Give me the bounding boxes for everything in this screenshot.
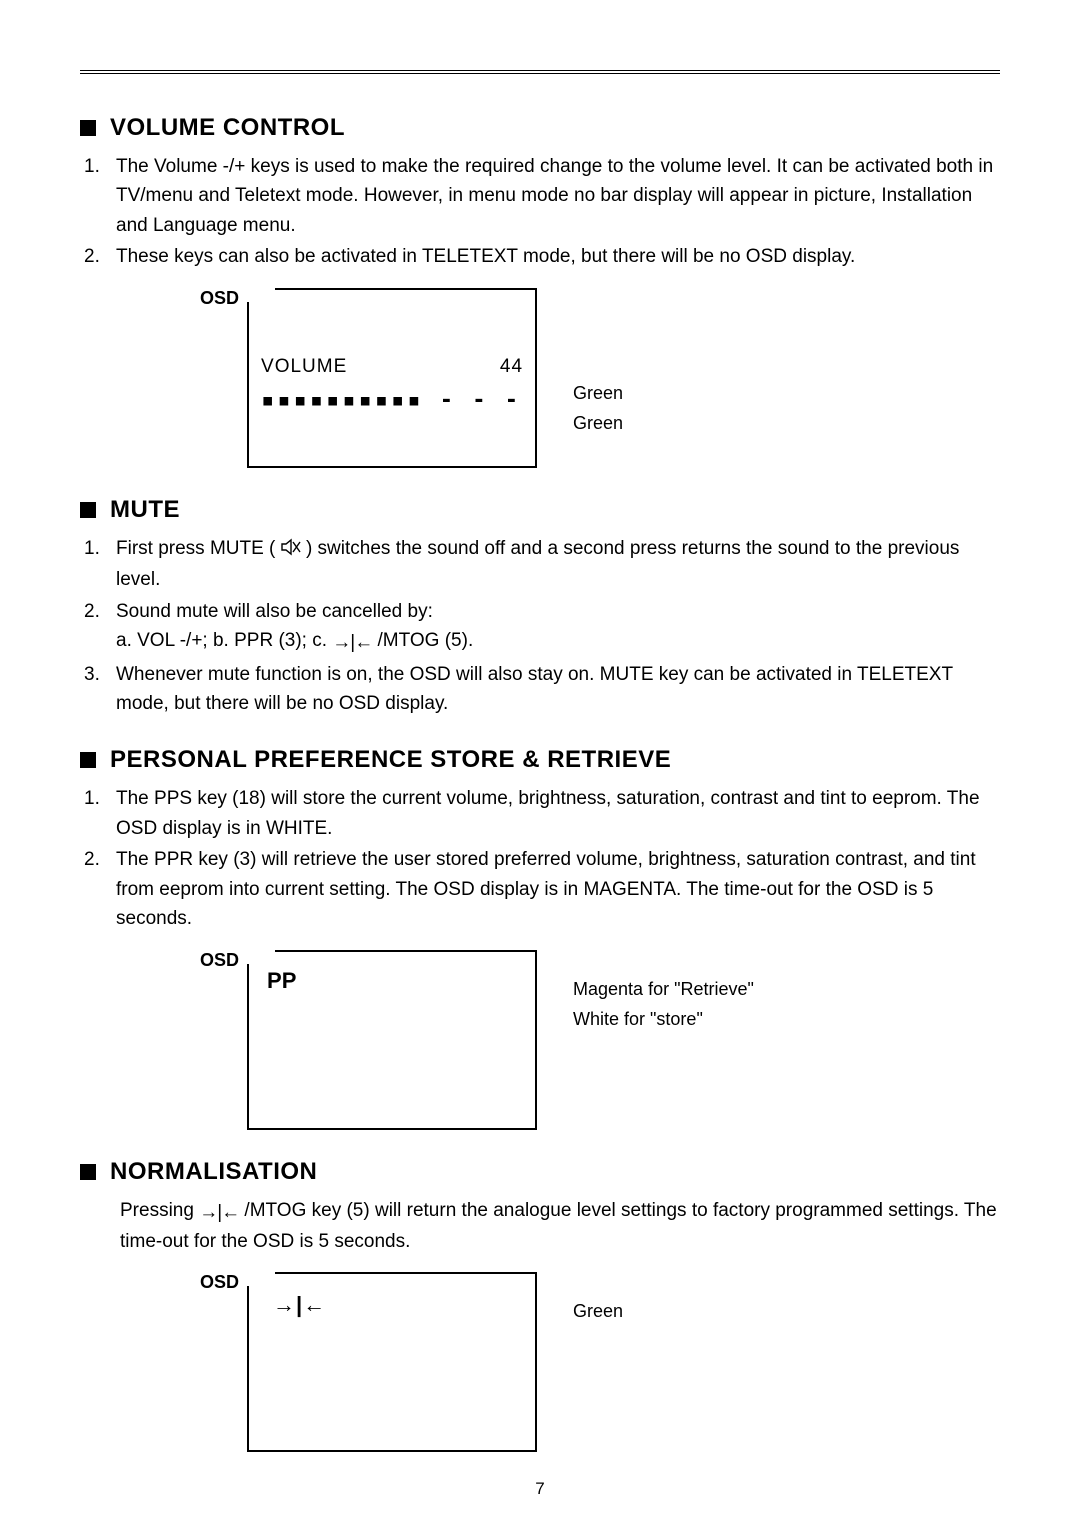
square-bullet-icon (80, 752, 96, 768)
osd-figure-pps: OSD PP Magenta for "Retrieve" White for … (200, 950, 1000, 1130)
text-frag: /MTOG key (5) will return the analogue l… (120, 1200, 997, 1252)
osd-row: VOLUME 44 (249, 356, 535, 378)
list-item: 1. The PPS key (18) will store the curre… (80, 784, 1000, 843)
section-volume: VOLUME CONTROL 1. The Volume -/+ keys is… (80, 114, 1000, 468)
osd-box: PP (247, 950, 537, 1130)
section-title: VOLUME CONTROL (110, 114, 345, 142)
list-text: The PPR key (3) will retrieve the user s… (116, 845, 1000, 933)
section-title: MUTE (110, 496, 180, 524)
osd-label: OSD (200, 950, 239, 971)
text-subline: a. VOL -/+; b. PPR (3); c. →|← /MTOG (5)… (116, 630, 473, 651)
section-heading: NORMALISATION (80, 1158, 1000, 1186)
square-bullet-icon (80, 1164, 96, 1180)
list-item: 1. The Volume -/+ keys is used to make t… (80, 152, 1000, 240)
list-number: 1. (80, 784, 116, 843)
box-notch (247, 288, 275, 302)
osd-volume-text: VOLUME (261, 356, 347, 378)
ordered-list: 1. First press MUTE ( ) switches the sou… (80, 534, 1000, 719)
osd-note: Green (573, 408, 623, 439)
osd-side-notes: Green Green (573, 378, 623, 439)
list-number: 2. (80, 845, 116, 933)
box-notch (247, 1272, 275, 1286)
list-text: Sound mute will also be cancelled by: a.… (116, 597, 1000, 658)
list-number: 1. (80, 152, 116, 240)
list-item: 2. These keys can also be activated in T… (80, 242, 1000, 271)
list-item: 1. First press MUTE ( ) switches the sou… (80, 534, 1000, 595)
section-heading: MUTE (80, 496, 1000, 524)
osd-box: →|← (247, 1272, 537, 1452)
text-line: Sound mute will also be cancelled by: (116, 601, 433, 622)
osd-volume-value: 44 (500, 356, 523, 378)
list-text: The Volume -/+ keys is used to make the … (116, 152, 1000, 240)
list-number: 2. (80, 597, 116, 658)
text-frag: Pressing (120, 1200, 199, 1221)
osd-side-notes: Magenta for "Retrieve" White for "store" (573, 974, 754, 1035)
ordered-list: 1. The Volume -/+ keys is used to make t… (80, 152, 1000, 272)
square-bullet-icon (80, 502, 96, 518)
osd-label: OSD (200, 1272, 239, 1293)
osd-norm-symbol: →|← (273, 1292, 535, 1318)
section-mute: MUTE 1. First press MUTE ( ) switches th… (80, 496, 1000, 719)
text-frag: a. VOL -/+; b. PPR (3); c. (116, 630, 332, 651)
list-item: 2. The PPR key (3) will retrieve the use… (80, 845, 1000, 933)
text-frag: First press MUTE ( (116, 538, 281, 559)
text-frag: /MTOG (5). (372, 630, 473, 651)
section-heading: VOLUME CONTROL (80, 114, 1000, 142)
osd-note: Green (573, 1296, 623, 1327)
list-text: These keys can also be activated in TELE… (116, 242, 1000, 271)
box-notch (247, 950, 275, 964)
list-text: The PPS key (18) will store the current … (116, 784, 1000, 843)
section-pps: PERSONAL PREFERENCE STORE & RETRIEVE 1. … (80, 746, 1000, 1129)
list-item: 2. Sound mute will also be cancelled by:… (80, 597, 1000, 658)
list-text: First press MUTE ( ) switches the sound … (116, 534, 1000, 595)
osd-label: OSD (200, 288, 239, 309)
section-title: PERSONAL PREFERENCE STORE & RETRIEVE (110, 746, 671, 774)
arrows-icon: →|← (199, 1198, 239, 1227)
list-number: 2. (80, 242, 116, 271)
list-number: 3. (80, 660, 116, 719)
osd-figure-volume: OSD VOLUME 44 ▪▪▪▪▪▪▪▪▪▪ - - - Green Gre… (200, 288, 1000, 468)
top-rule (80, 70, 1000, 74)
osd-side-notes: Green (573, 1296, 623, 1327)
osd-box: VOLUME 44 ▪▪▪▪▪▪▪▪▪▪ - - - (247, 288, 537, 468)
osd-note: Magenta for "Retrieve" (573, 974, 754, 1005)
list-text: Whenever mute function is on, the OSD wi… (116, 660, 1000, 719)
page-number: 7 (0, 1479, 1080, 1499)
osd-pp-text: PP (267, 968, 535, 994)
osd-volume-bar: ▪▪▪▪▪▪▪▪▪▪ - - - (249, 388, 535, 413)
section-normalisation: NORMALISATION Pressing →|← /MTOG key (5)… (80, 1158, 1000, 1453)
paragraph: Pressing →|← /MTOG key (5) will return t… (80, 1196, 1000, 1257)
mute-icon (281, 536, 301, 565)
osd-note: White for "store" (573, 1004, 754, 1035)
osd-note: Green (573, 378, 623, 409)
list-number: 1. (80, 534, 116, 595)
square-bullet-icon (80, 120, 96, 136)
section-title: NORMALISATION (110, 1158, 317, 1186)
osd-figure-norm: OSD →|← Green (200, 1272, 1000, 1452)
section-heading: PERSONAL PREFERENCE STORE & RETRIEVE (80, 746, 1000, 774)
arrows-icon: →|← (332, 628, 372, 657)
list-item: 3. Whenever mute function is on, the OSD… (80, 660, 1000, 719)
ordered-list: 1. The PPS key (18) will store the curre… (80, 784, 1000, 933)
